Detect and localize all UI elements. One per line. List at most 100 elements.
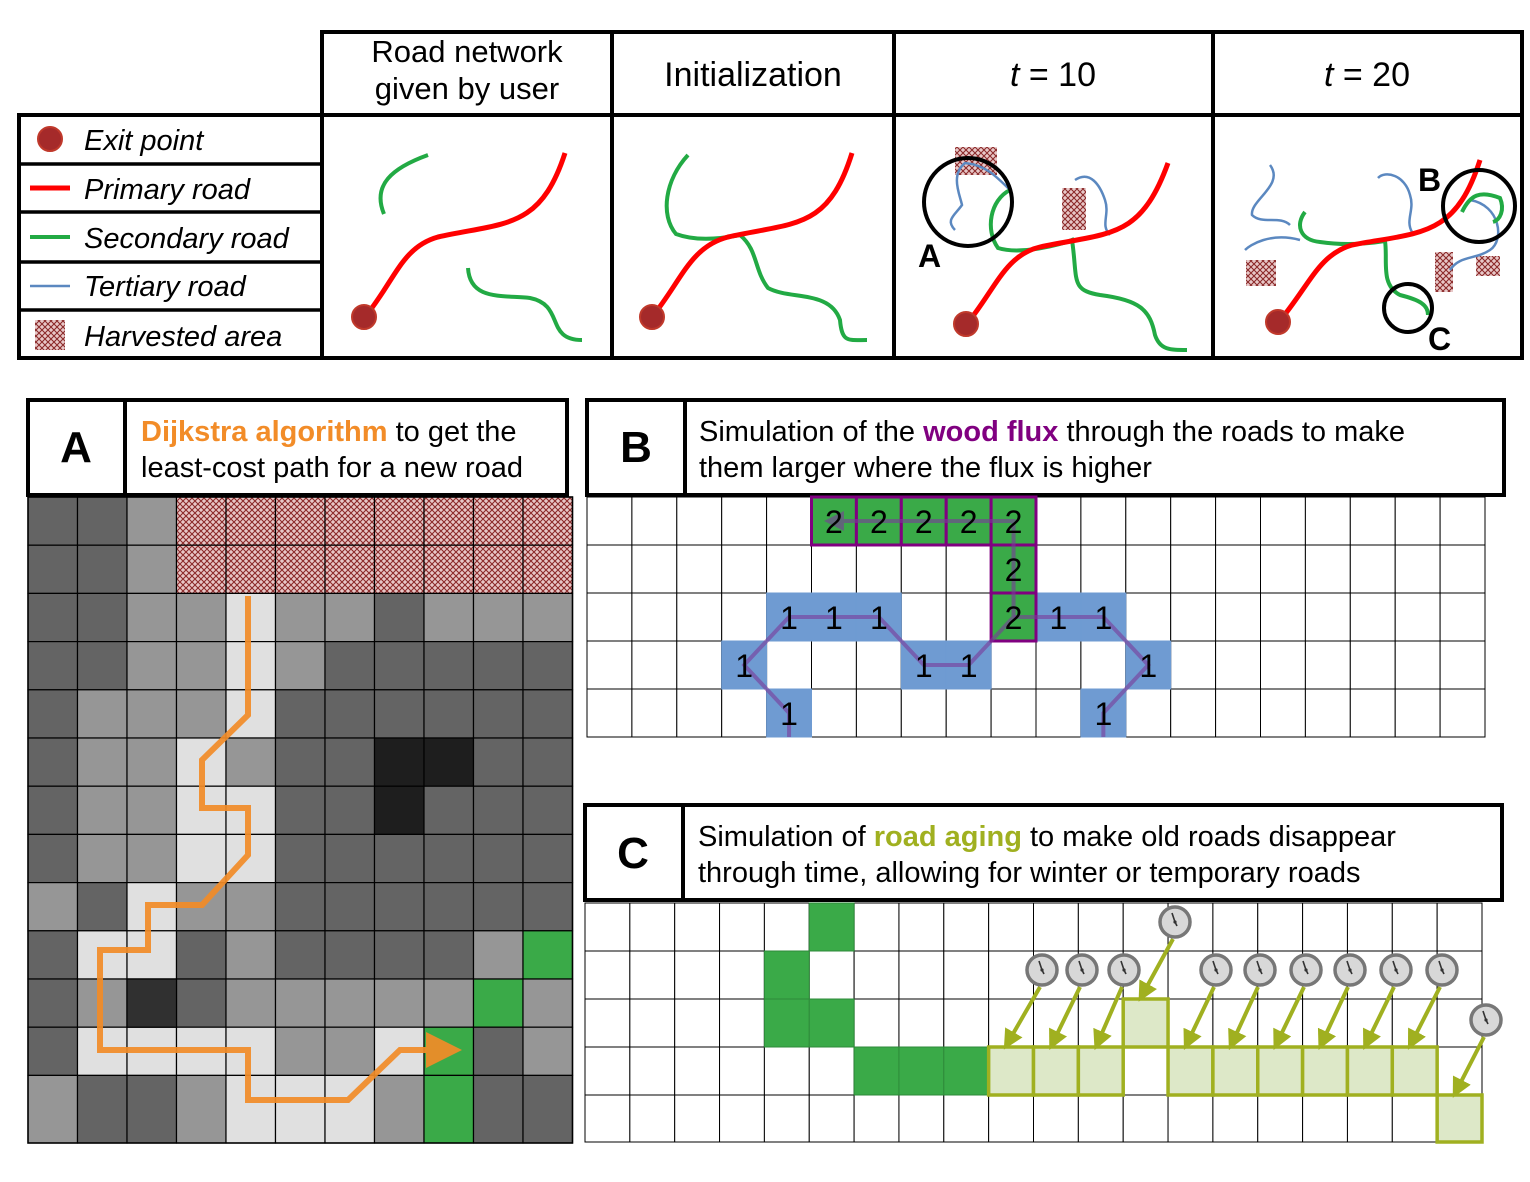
aging-cell: [674, 1094, 721, 1143]
flux-cell: [1394, 640, 1441, 690]
aging-cell: [943, 1094, 990, 1143]
flux-cell: [1439, 592, 1486, 642]
cost-cell: [324, 640, 376, 691]
cost-cell: [324, 737, 376, 787]
callout-label-c: C: [1428, 321, 1451, 357]
cost-cell: [126, 833, 178, 884]
flux-cell: [1304, 592, 1351, 642]
cost-cell: [76, 833, 128, 884]
cost-grid: [27, 496, 574, 1144]
aging-cell: [1302, 902, 1348, 952]
aging-road-cell: [1256, 1045, 1305, 1097]
cost-cell: [373, 737, 425, 787]
cost-cell: [472, 1026, 524, 1076]
aging-road-cell: [1211, 1045, 1260, 1097]
cost-cell: [175, 978, 227, 1028]
flux-cell: [945, 592, 992, 642]
cost-cell: [472, 881, 524, 932]
flux-cell: [1394, 544, 1441, 594]
active-road-cell: [898, 1046, 945, 1096]
active-road-cell: [943, 1046, 990, 1096]
flux-cell: [1080, 640, 1127, 690]
flux-cell: [990, 640, 1037, 690]
aging-cell: [1033, 1094, 1079, 1143]
network-t20: B C: [1244, 159, 1517, 357]
cost-cell: [175, 640, 227, 691]
clock-icon: [1333, 953, 1367, 987]
flux-cell: [1125, 592, 1172, 642]
cost-cell: [522, 737, 574, 787]
cost-cell: [324, 785, 376, 836]
cost-cell: [423, 544, 475, 595]
flux-cell: [1304, 640, 1351, 690]
aging-cell: [719, 1094, 765, 1143]
flux-value: 1: [915, 648, 933, 684]
cost-cell: [126, 930, 178, 980]
flux-cell: [1260, 688, 1306, 738]
callout-circle-b: [1441, 168, 1517, 244]
cost-cell: [472, 833, 524, 884]
flux-cell: [900, 592, 947, 642]
panel-b-title-line1: Simulation of the wood flux through the …: [699, 416, 1405, 448]
top-table: Road network given by user Initializatio…: [17, 30, 1524, 360]
flux-cell: [1080, 544, 1127, 594]
aging-cell: [674, 1046, 721, 1096]
exit-point-icon: [37, 126, 63, 152]
header-initialization: Initialization: [664, 56, 842, 94]
cost-cell: [76, 592, 128, 643]
cost-cell: [126, 785, 178, 836]
aging-cell: [1033, 902, 1079, 952]
cost-cell: [324, 496, 376, 546]
cost-cell: [522, 833, 574, 884]
flux-value: 1: [960, 648, 978, 684]
aging-cell: [1167, 1094, 1214, 1143]
flux-cell: [1304, 544, 1351, 594]
panel-c-title-line1: Simulation of road aging to make old roa…: [698, 821, 1396, 853]
cost-cell: [423, 833, 475, 884]
cost-cell: [126, 689, 178, 739]
flux-cell: [1215, 496, 1261, 546]
header-road-network-line1: Road network: [371, 34, 563, 69]
flux-cell: [1080, 496, 1127, 546]
clock-icon: [1107, 953, 1141, 987]
clock-icon: [1379, 953, 1413, 987]
panel-b-title-line2: them larger where the flux is higher: [699, 452, 1152, 484]
cost-cell: [522, 592, 574, 643]
aging-cell: [1302, 1094, 1348, 1143]
cost-cell: [274, 689, 326, 739]
panel-a-title-line1: Dijkstra algorithm to get the: [141, 416, 517, 448]
clock-icon: [1158, 905, 1192, 939]
cost-cell: [472, 592, 524, 643]
cost-cell: [274, 881, 326, 932]
flux-cell: [1215, 688, 1261, 738]
cost-cell: [274, 930, 326, 980]
aging-cell: [988, 902, 1035, 952]
aging-road-cell: [1031, 1045, 1081, 1097]
flux-cell: [811, 688, 857, 738]
cost-cell: [27, 978, 79, 1028]
flux-cell: [1215, 544, 1261, 594]
cost-cell: [324, 1026, 376, 1076]
flux-cell: [1394, 592, 1441, 642]
cost-cell: [423, 1074, 475, 1144]
cost-cell: [27, 640, 79, 691]
flux-cell: [631, 640, 678, 690]
aging-arrow: [1093, 986, 1124, 1051]
aging-cell: [808, 1094, 855, 1143]
cost-cell: [76, 544, 128, 595]
callout-label-a: A: [918, 238, 941, 274]
flux-cell: [855, 688, 902, 738]
flux-cell: [1349, 640, 1396, 690]
cost-cell: [324, 1074, 376, 1144]
callout-label-b: B: [1418, 162, 1441, 198]
cost-cell: [472, 978, 524, 1028]
cost-cell: [522, 544, 574, 595]
cost-cell: [324, 930, 376, 980]
aging-cell: [763, 902, 810, 952]
flux-cell: [586, 688, 633, 738]
flux-cell: [676, 544, 723, 594]
aging-cell: [1077, 902, 1124, 952]
aging-arrow: [1363, 986, 1396, 1050]
flux-cell: [1170, 592, 1217, 642]
aging-road-cell: [1390, 1045, 1439, 1097]
